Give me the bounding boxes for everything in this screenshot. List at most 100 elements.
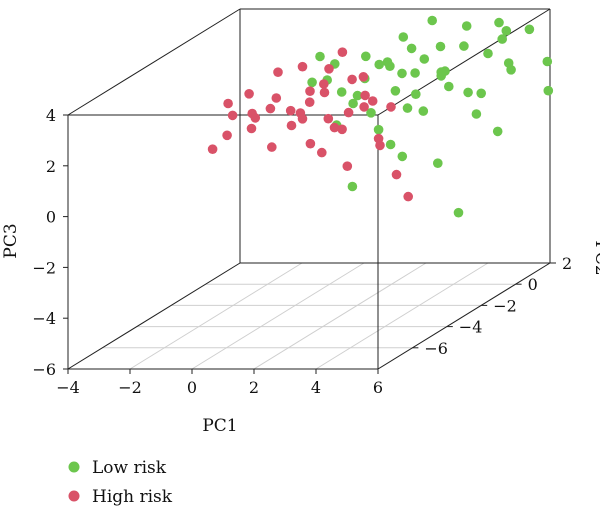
- z-tick-label: −6: [32, 360, 56, 379]
- low-risk-point: [348, 98, 358, 109]
- high-risk-point: [343, 107, 354, 118]
- high-risk-point: [317, 147, 327, 158]
- z-axis-title: PC3: [1, 223, 21, 258]
- data-points: [207, 15, 554, 218]
- low-risk-point: [476, 88, 487, 99]
- low-risk-point: [382, 57, 393, 67]
- high-risk-point: [271, 93, 282, 103]
- low-risk-point: [307, 77, 317, 88]
- x-tick-label: 2: [249, 378, 259, 397]
- z-tick-label: 4: [46, 106, 56, 125]
- high-risk-point: [297, 114, 308, 124]
- high-risk-point: [244, 89, 254, 99]
- low-risk-point: [471, 109, 482, 119]
- high-risk-point: [265, 103, 276, 114]
- box-edge: [377, 262, 551, 370]
- low-risk-point: [483, 48, 493, 59]
- low-risk-point: [463, 87, 473, 98]
- low-risk-point: [427, 15, 438, 26]
- high-risk-point: [246, 123, 257, 134]
- high-risk-point: [223, 98, 233, 109]
- high-risk-point: [285, 105, 296, 116]
- low-risk-point: [419, 54, 430, 64]
- y-tick-label: −2: [493, 296, 517, 315]
- high-risk-point: [297, 61, 308, 72]
- low-risk-point: [406, 43, 417, 54]
- low-risk-point: [543, 85, 554, 96]
- y-tick-label: −4: [459, 318, 483, 337]
- high-risk-point: [267, 142, 277, 152]
- y-tick-label: −6: [424, 339, 448, 358]
- low-risk-point: [397, 151, 408, 162]
- x-tick-label: 6: [373, 378, 383, 397]
- high-risk-point: [329, 122, 340, 133]
- axes-box: [67, 8, 551, 370]
- floor-grid-line-x: [315, 262, 489, 370]
- low-risk-point: [435, 41, 446, 52]
- low-risk-point: [410, 68, 420, 78]
- high-risk-point: [337, 47, 348, 57]
- low-risk-point: [336, 87, 347, 97]
- high-risk-point: [360, 90, 370, 101]
- low-risk-point: [411, 89, 421, 99]
- legend-label-high-risk: High risk: [92, 487, 173, 507]
- box-edge: [377, 8, 551, 116]
- low-risk-point: [501, 26, 512, 36]
- series-high-risk: [207, 47, 414, 202]
- floor-grid-line-x: [253, 262, 427, 370]
- z-tick-label: −2: [32, 258, 56, 277]
- high-risk-point: [305, 86, 315, 96]
- low-risk-point: [524, 24, 535, 35]
- z-tick-label: 0: [46, 208, 56, 227]
- y-axis-title: PC2: [591, 240, 600, 275]
- low-risk-point: [497, 34, 508, 44]
- series-low-risk: [307, 15, 554, 218]
- grid-lines: [67, 262, 551, 370]
- legend: Low risk High risk: [68, 458, 173, 507]
- high-risk-point: [207, 144, 218, 154]
- low-risk-point: [459, 41, 469, 51]
- low-risk-point: [433, 158, 443, 168]
- box-edge: [67, 262, 241, 370]
- high-risk-point: [305, 138, 316, 149]
- low-risk-point: [352, 90, 363, 101]
- high-risk-point: [359, 102, 369, 112]
- high-risk-point: [273, 67, 283, 77]
- high-risk-point: [250, 113, 261, 123]
- high-risk-point: [386, 102, 396, 112]
- low-risk-point: [444, 81, 454, 92]
- high-risk-point: [373, 133, 384, 144]
- legend-label-low-risk: Low risk: [92, 458, 167, 478]
- legend-marker-low-risk: [68, 461, 80, 473]
- floor-grid-line-x: [191, 262, 365, 370]
- low-risk-point: [315, 51, 325, 62]
- high-risk-point: [347, 74, 357, 85]
- high-risk-point: [227, 110, 238, 121]
- low-risk-point: [436, 71, 447, 81]
- low-risk-point: [402, 103, 413, 113]
- high-risk-point: [286, 120, 297, 131]
- y-tick-label: 0: [528, 275, 538, 294]
- floor-grid-line-x: [129, 262, 303, 370]
- low-risk-point: [542, 56, 553, 67]
- x-tick-label: −2: [118, 378, 142, 397]
- low-risk-point: [418, 106, 429, 116]
- low-risk-point: [397, 68, 407, 79]
- high-risk-point: [319, 79, 329, 89]
- legend-marker-high-risk: [68, 490, 80, 502]
- high-risk-point: [403, 191, 414, 202]
- high-risk-point: [367, 96, 378, 106]
- z-tick-label: −4: [32, 309, 56, 328]
- low-risk-point: [506, 65, 516, 75]
- high-risk-point: [222, 130, 232, 141]
- x-tick-label: −4: [56, 378, 80, 397]
- box-edge: [67, 8, 241, 116]
- high-risk-point: [319, 87, 330, 98]
- low-risk-point: [366, 108, 376, 118]
- high-risk-point: [324, 64, 334, 74]
- low-risk-point: [492, 126, 503, 137]
- high-risk-point: [323, 113, 334, 124]
- x-tick-label: 0: [187, 378, 197, 397]
